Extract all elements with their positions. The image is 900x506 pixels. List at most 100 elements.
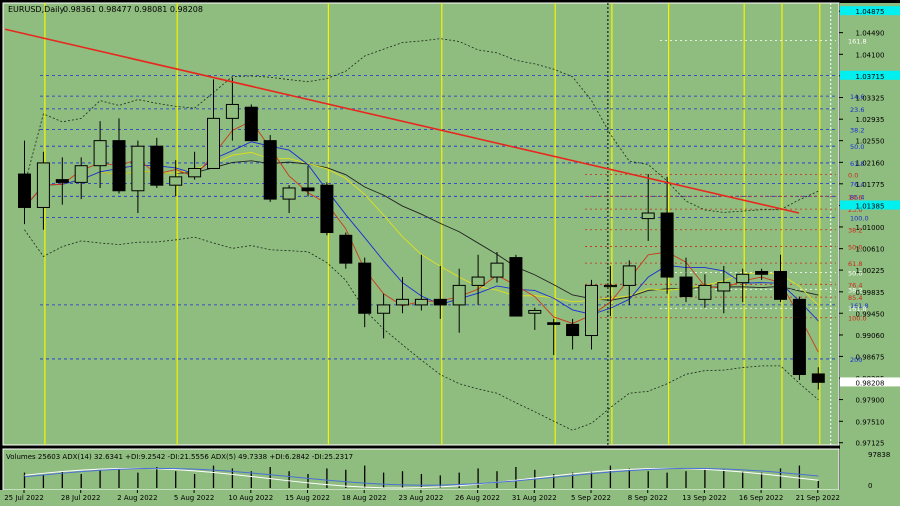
date-tick-label: 31 Aug 2022 [512, 494, 557, 502]
price-tick-label: 0.99835 [856, 289, 885, 297]
candle-body [566, 323, 580, 337]
price-tick-label: 1.00225 [856, 267, 885, 275]
candle-body [207, 117, 220, 169]
candle-body [792, 298, 806, 376]
fib-blue-label: 100.0 [850, 214, 869, 222]
indicator-min-value: 0 [868, 482, 872, 490]
candle-body [452, 284, 466, 306]
price-tick-label: 0.97510 [856, 418, 885, 426]
price-tick-label: 0.99450 [856, 310, 885, 318]
fib-white-label: 161.8 [848, 305, 867, 313]
fib-red-label: 14.6 [848, 193, 862, 201]
candle-body [188, 167, 202, 178]
candle-body [244, 106, 258, 142]
candle-body [490, 262, 504, 278]
price-axis-background [840, 3, 900, 490]
price-badge [840, 200, 900, 210]
candle-body [74, 165, 88, 183]
candle-body [339, 234, 353, 264]
date-tick-label: 10 Aug 2022 [228, 494, 273, 502]
date-tick-label: 16 Sep 2022 [739, 494, 783, 502]
fib-blue-label: 14.6 [850, 93, 864, 101]
candle-body [93, 140, 107, 167]
upper-band-line [24, 38, 819, 213]
fib-red-label: 38.2 [848, 227, 862, 235]
fib-red-label: 50.0 [848, 243, 862, 251]
candle-body [18, 173, 31, 208]
date-tick-label: 21 Sep 2022 [796, 494, 840, 502]
candle-body [320, 184, 334, 234]
candle-body [36, 162, 50, 208]
date-tick-label: 26 Aug 2022 [455, 494, 500, 502]
fib-red-label: 61.8 [848, 260, 862, 268]
candle-body [301, 187, 315, 192]
date-tick-label: 25 Jul 2022 [4, 494, 44, 502]
price-tick-label: 1.02550 [856, 138, 885, 146]
candle-body [679, 276, 693, 298]
candle-body [717, 282, 731, 292]
price-tick-label: 1.01775 [856, 181, 885, 189]
candle-body [622, 265, 636, 286]
trendline [4, 28, 800, 214]
price-badge [840, 6, 900, 16]
candle-body [736, 273, 750, 284]
fib-blue-label: 61.8 [850, 160, 864, 168]
price-tick-label: 0.99060 [856, 332, 885, 340]
price-tick-label: 0.97125 [856, 440, 885, 448]
price-badge-label: 1.04875 [856, 8, 885, 16]
candle-body [433, 298, 447, 306]
candle-body [396, 298, 409, 306]
candle-body [377, 304, 391, 314]
date-tick-label: 28 Jul 2022 [61, 494, 101, 502]
candle-body [358, 262, 372, 314]
price-tick-label: 1.04100 [856, 51, 885, 59]
ohlc-label: 0.98361 0.98477 0.98081 0.98208 [63, 5, 203, 14]
candle-body [528, 309, 542, 314]
date-tick-label: 15 Aug 2022 [285, 494, 330, 502]
lower-band-line [24, 229, 819, 431]
fib-red-label: 76.4 [848, 281, 862, 289]
indicator-label: Volumes 25603 ADX(14) 32.6341 +DI:9.2542… [6, 453, 353, 461]
trendline-layer [4, 28, 800, 214]
fib-red-label: 23.6 [848, 206, 862, 214]
fib-blue-label: 85.4 [850, 193, 864, 201]
candle-body [547, 322, 561, 325]
date-tick-label: 23 Aug 2022 [398, 494, 443, 502]
candle-body [509, 257, 523, 317]
date-tick-label: 5 Sep 2022 [571, 494, 611, 502]
fib-blue-label: 50.0 [850, 143, 864, 151]
candle-body [150, 145, 164, 186]
plot-background [2, 2, 840, 446]
date-tick-label: 8 Sep 2022 [628, 494, 668, 502]
fib-white-label: 38.2 [848, 286, 862, 294]
candle-body [55, 179, 69, 183]
candle-body [414, 298, 428, 306]
price-tick-label: 1.02935 [856, 116, 885, 124]
candle-body [755, 270, 769, 275]
candle-body [811, 373, 825, 383]
price-badge-label: 1.01385 [856, 203, 885, 211]
candles [18, 77, 825, 390]
candle-body [112, 140, 126, 192]
fib-blue-label: 76.4 [850, 181, 864, 189]
date-tick-label: 13 Sep 2022 [682, 494, 726, 502]
symbol-label: EURUSD,Daily [8, 5, 65, 14]
candle-body [263, 140, 277, 200]
price-badge-label: 1.03715 [856, 73, 885, 81]
price-tick-label: 1.03325 [856, 94, 885, 102]
price-tick-label: 0.97900 [856, 397, 885, 405]
date-tick-label: 2 Aug 2022 [117, 494, 157, 502]
price-tick-label: 0.98675 [856, 353, 885, 361]
price-tick-label: 1.00610 [856, 246, 885, 254]
candle-body [774, 270, 787, 300]
date-tick-label: 5 Aug 2022 [174, 494, 214, 502]
indicator-max-value: 97838 [868, 451, 890, 459]
candle-body [471, 276, 485, 286]
current-price-badge [840, 377, 900, 387]
fib-white-label: 161.8 [848, 37, 867, 45]
fib-blue-label: 200 [850, 356, 862, 364]
candle-body [660, 212, 674, 278]
candle-body [282, 187, 296, 200]
price-tick-label: 1.04490 [856, 30, 885, 38]
